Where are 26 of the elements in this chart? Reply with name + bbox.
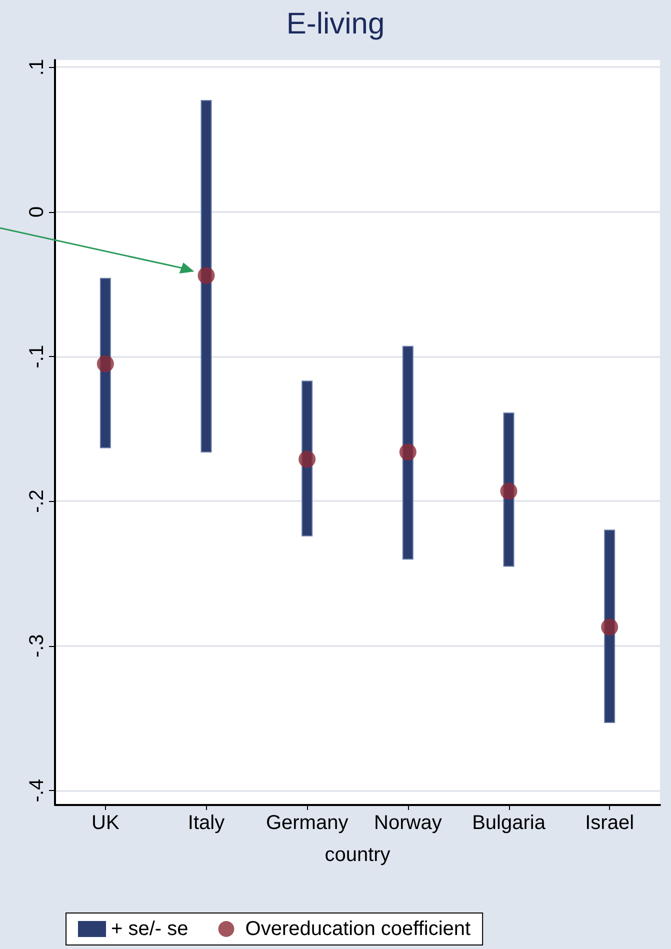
point [500,482,518,500]
y-tick-label: -.3 [26,634,48,658]
chart-title: E-living [286,8,385,40]
x-axis-title: country [324,844,390,866]
y-tick-label: 0 [26,206,48,218]
x-tick-label: Israel [585,812,634,834]
x-tick-label: Bulgaria [472,812,546,834]
bar [604,530,616,724]
legend-label: Overeducation coefficient [245,918,472,940]
bar [100,278,111,448]
y-tick-label: -.2 [26,490,48,513]
point [298,450,316,468]
y-tick-label: .1 [26,58,48,76]
point [96,355,114,372]
y-tick-label: -.4 [26,778,48,802]
x-tick-label: Norway [374,812,442,834]
bar [402,346,414,560]
point [601,618,618,636]
y-tick-label: -.1 [26,344,48,368]
x-tick-label: Germany [266,812,348,834]
point [198,267,215,284]
point [399,444,416,461]
legend-label: + se/- se [111,918,188,940]
x-tick-label: UK [92,812,120,834]
bar [200,100,212,453]
x-tick-label: Italy [188,812,225,834]
